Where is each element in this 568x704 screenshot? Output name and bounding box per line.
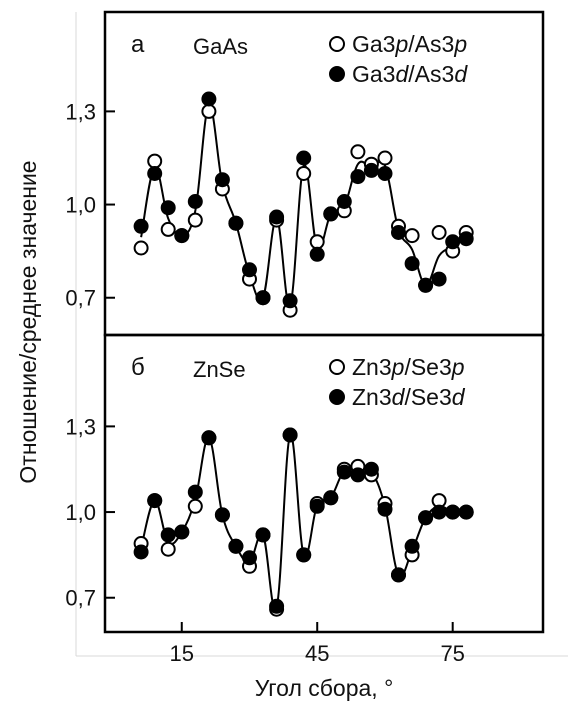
legend-marker	[329, 66, 345, 82]
legend-marker	[329, 389, 345, 405]
data-point-filled	[201, 430, 217, 446]
data-point-open	[147, 153, 163, 169]
data-point-filled	[147, 166, 163, 181]
panel-title: ZnSe	[193, 357, 246, 382]
data-point-filled	[214, 507, 230, 523]
data-point-filled	[174, 524, 190, 540]
legend-marker	[329, 359, 345, 375]
data-point-filled	[336, 194, 352, 209]
x-tick-label: 45	[305, 641, 329, 666]
data-point-open	[377, 150, 393, 166]
data-point-filled	[269, 598, 285, 614]
data-point-filled	[323, 490, 339, 506]
data-point-filled	[309, 498, 325, 514]
data-point-filled	[363, 461, 379, 477]
legend-label: Zn3d/Se3d	[352, 384, 466, 410]
data-point-open	[133, 240, 149, 256]
data-point-open	[187, 498, 203, 514]
panel-frame-2	[103, 333, 545, 634]
y-tick-label: 0,7	[65, 286, 96, 311]
data-point-filled	[242, 262, 257, 278]
data-point-open	[160, 221, 176, 237]
x-tick-label: 15	[170, 641, 194, 666]
data-point-filled	[418, 510, 434, 526]
data-point-filled	[404, 256, 420, 272]
data-point-filled	[187, 484, 203, 500]
data-layer	[133, 91, 474, 617]
y-tick-label: 1,3	[65, 99, 96, 124]
y-tick-label: 1,0	[65, 193, 96, 218]
data-point-filled	[133, 544, 149, 560]
data-point-filled	[282, 293, 298, 309]
data-point-filled	[133, 218, 149, 234]
data-point-open	[160, 541, 176, 557]
data-point-filled	[431, 271, 447, 287]
data-point-filled	[269, 209, 285, 225]
y-tick-label: 0,7	[65, 586, 96, 611]
data-point-filled	[377, 501, 393, 517]
y-axis-label: Отношение/среднее значение	[15, 160, 41, 483]
legend-label: Ga3d/As3d	[352, 61, 468, 87]
data-point-open	[404, 228, 420, 244]
data-point-filled	[391, 567, 406, 583]
data-point-filled	[404, 538, 420, 554]
data-point-filled	[431, 504, 447, 520]
data-point-filled	[323, 206, 339, 222]
data-point-filled	[363, 162, 379, 178]
data-point-open	[309, 234, 325, 250]
data-point-filled	[458, 504, 474, 520]
data-point-filled	[187, 194, 203, 209]
data-point-open	[431, 225, 447, 240]
legend-label: Ga3p/As3p	[352, 31, 467, 57]
data-point-filled	[174, 228, 190, 244]
data-point-filled	[228, 215, 244, 231]
data-point-filled	[201, 91, 217, 107]
data-point-open	[201, 103, 217, 119]
legend-marker	[329, 36, 345, 52]
data-point-filled	[418, 277, 434, 293]
y-tick-label: 1,0	[65, 500, 96, 525]
data-point-filled	[445, 504, 461, 520]
data-point-filled	[350, 467, 366, 483]
data-point-filled	[350, 169, 366, 185]
x-axis-label: Угол сбора, °	[255, 675, 394, 701]
text-layer: 0,7 1,0 1,3 0,7 1,0 1,3 15 45 75 Угол сбора, ° Отн…	[15, 31, 468, 701]
data-point-filled	[228, 538, 244, 554]
data-point-filled	[377, 166, 393, 181]
panel-letter: а	[131, 31, 145, 58]
data-point-filled	[214, 172, 230, 188]
axes-layer	[75, 10, 568, 657]
panel-letter: б	[131, 354, 145, 381]
data-point-filled	[242, 550, 257, 566]
y-tick-label: 1,3	[65, 414, 96, 439]
panel-frame-1	[103, 10, 545, 337]
legend-label: Zn3p/Se3p	[352, 354, 465, 380]
data-point-filled	[458, 231, 474, 247]
data-point-filled	[309, 246, 325, 262]
panel-title: GaAs	[193, 34, 248, 59]
data-point-filled	[282, 427, 298, 443]
data-point-filled	[255, 290, 271, 306]
series-curve-2	[140, 433, 467, 612]
data-point-filled	[160, 527, 176, 543]
data-point-open	[350, 144, 366, 160]
data-point-filled	[296, 547, 312, 563]
data-point-filled	[255, 527, 271, 543]
data-point-open	[187, 212, 203, 228]
data-point-filled	[445, 234, 461, 250]
data-point-filled	[391, 225, 406, 240]
data-point-filled	[296, 150, 312, 166]
data-point-open	[296, 166, 312, 181]
data-point-filled	[336, 464, 352, 480]
x-tick-label: 75	[440, 641, 464, 666]
data-point-filled	[147, 493, 163, 509]
data-point-filled	[160, 200, 176, 216]
